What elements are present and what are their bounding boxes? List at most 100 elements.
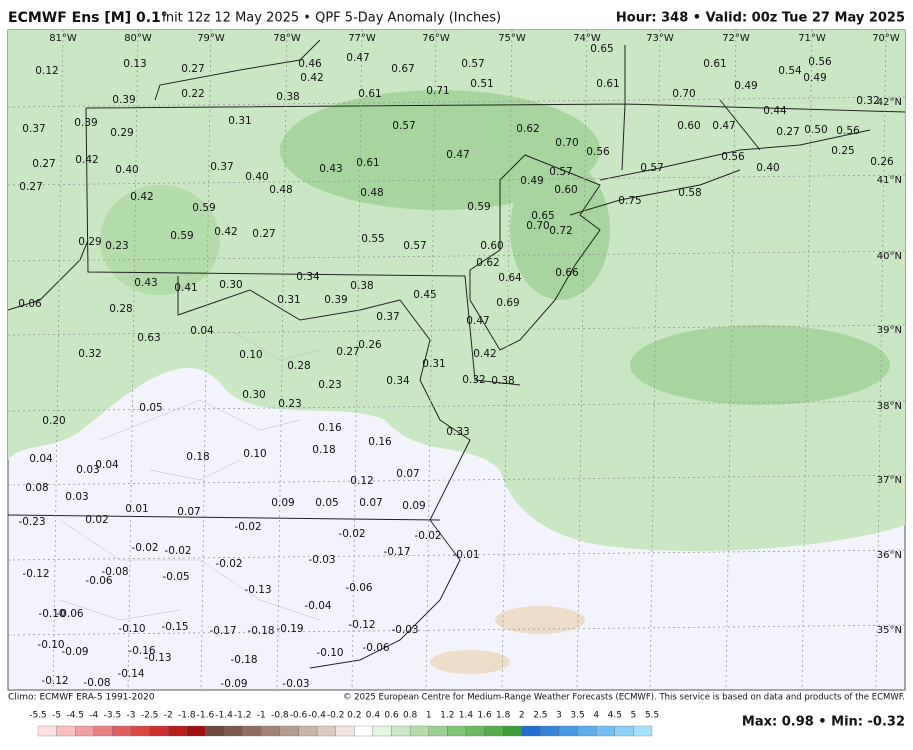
point-value: 0.27 [19, 181, 42, 193]
graticule [725, 29, 737, 691]
point-value: 0.60 [677, 120, 700, 132]
point-value: 0.27 [776, 126, 799, 138]
point-value: -0.10 [37, 639, 64, 651]
point-value: 0.75 [618, 195, 641, 207]
colorbar-label: -1.2 [234, 711, 252, 721]
point-value: 0.13 [123, 58, 146, 70]
graticule [801, 29, 813, 691]
colorbar-swatch [354, 725, 374, 737]
point-value: 0.57 [461, 58, 484, 70]
point-value: 0.57 [549, 166, 572, 178]
point-value: -0.13 [144, 652, 171, 664]
colorbar-label: 5.5 [645, 711, 659, 721]
point-value: 0.34 [386, 375, 410, 387]
borders [7, 39, 906, 669]
point-value: 0.61 [596, 78, 619, 90]
graticule [875, 29, 887, 691]
point-value: 0.60 [554, 184, 577, 196]
point-value: 0.59 [192, 202, 215, 214]
colorbar-swatch [372, 725, 392, 737]
point-value: 0.49 [803, 72, 826, 84]
colorbar-swatch [521, 725, 541, 737]
point-value: -0.12 [41, 675, 68, 687]
point-value: -0.12 [348, 619, 375, 631]
point-value: -0.12 [22, 568, 49, 580]
colorbar-swatch [596, 725, 615, 737]
colorbar-swatch [484, 725, 504, 737]
point-value: 0.46 [298, 58, 322, 70]
colorbar-label: -5 [52, 711, 61, 721]
lon-label: 71°W [798, 33, 826, 44]
point-value: 0.42 [300, 72, 323, 84]
lat-label: 42°N [877, 97, 902, 108]
valid-info: Hour: 348 • Valid: 00z Tue 27 May 2025 [616, 11, 905, 26]
point-value: 0.54 [778, 65, 802, 77]
point-value: 0.38 [491, 375, 514, 387]
point-value: 0.45 [413, 289, 436, 301]
point-value: 0.59 [467, 201, 490, 213]
point-value: 0.57 [403, 240, 426, 252]
model-title: ECMWF Ens [M] 0.1° [8, 10, 168, 26]
point-value: 0.12 [35, 65, 58, 77]
point-value: 0.56 [586, 146, 610, 158]
point-value: -0.05 [162, 571, 189, 583]
lat-label: 38°N [877, 401, 902, 412]
point-value: 0.08 [25, 482, 48, 494]
colorbar-swatch [316, 725, 336, 737]
point-value: 0.58 [678, 187, 701, 199]
graticule [127, 29, 139, 691]
colorbar-label: 1.4 [459, 711, 474, 721]
point-value: 0.70 [526, 220, 549, 232]
point-value: 0.38 [350, 280, 373, 292]
point-value: -0.02 [234, 521, 261, 533]
point-value: -0.10 [316, 647, 343, 659]
colorbar-swatch [261, 725, 281, 737]
point-value: 0.10 [239, 349, 262, 361]
colorbar-swatch [503, 725, 522, 737]
point-value: 0.16 [318, 422, 342, 434]
point-value: 0.47 [712, 120, 735, 132]
colorbar-swatch [465, 725, 485, 737]
point-value: 0.23 [278, 398, 301, 410]
point-value: 0.31 [277, 294, 300, 306]
point-value: 0.47 [446, 149, 469, 161]
point-value: 0.28 [109, 303, 132, 315]
point-value: 0.07 [359, 497, 382, 509]
colorbar-label: -0.6 [290, 711, 308, 721]
point-value: -0.08 [101, 566, 128, 578]
lon-label: 74°W [573, 33, 601, 44]
copyright: © 2025 European Centre for Medium-Range … [343, 693, 905, 703]
colorbar-label: -5.5 [29, 711, 47, 721]
colorbar-label: -0.4 [308, 711, 326, 721]
point-value: 0.69 [496, 297, 519, 309]
point-value: -0.02 [131, 542, 158, 554]
point-value: 0.40 [756, 162, 779, 174]
point-value: 0.02 [85, 514, 108, 526]
graticule [649, 29, 661, 691]
graticule [501, 29, 513, 691]
point-value: 0.61 [703, 58, 726, 70]
point-value: -0.14 [117, 668, 144, 680]
point-value: 0.06 [18, 298, 42, 310]
colorbar-swatch [279, 725, 299, 737]
point-value: 0.20 [42, 415, 65, 427]
point-value: 0.32 [78, 348, 101, 360]
point-value: 0.07 [177, 506, 200, 518]
point-value: 0.72 [549, 225, 572, 237]
point-value: 0.25 [831, 145, 854, 157]
point-value: -0.17 [209, 625, 236, 637]
point-value: 0.37 [210, 161, 233, 173]
lat-label: 41°N [877, 175, 902, 186]
point-value: 0.39 [74, 117, 97, 129]
anomaly-shading [430, 650, 510, 674]
point-value: 0.50 [804, 124, 827, 136]
point-value: 0.27 [32, 158, 55, 170]
point-value: 0.61 [356, 157, 379, 169]
point-value: 0.48 [269, 184, 292, 196]
graticule [200, 29, 212, 691]
point-value: 0.47 [466, 315, 489, 327]
point-value: 0.59 [170, 230, 193, 242]
point-value: 0.38 [276, 91, 299, 103]
colorbar-label: 4.5 [608, 711, 622, 721]
point-value: 0.26 [870, 156, 894, 168]
